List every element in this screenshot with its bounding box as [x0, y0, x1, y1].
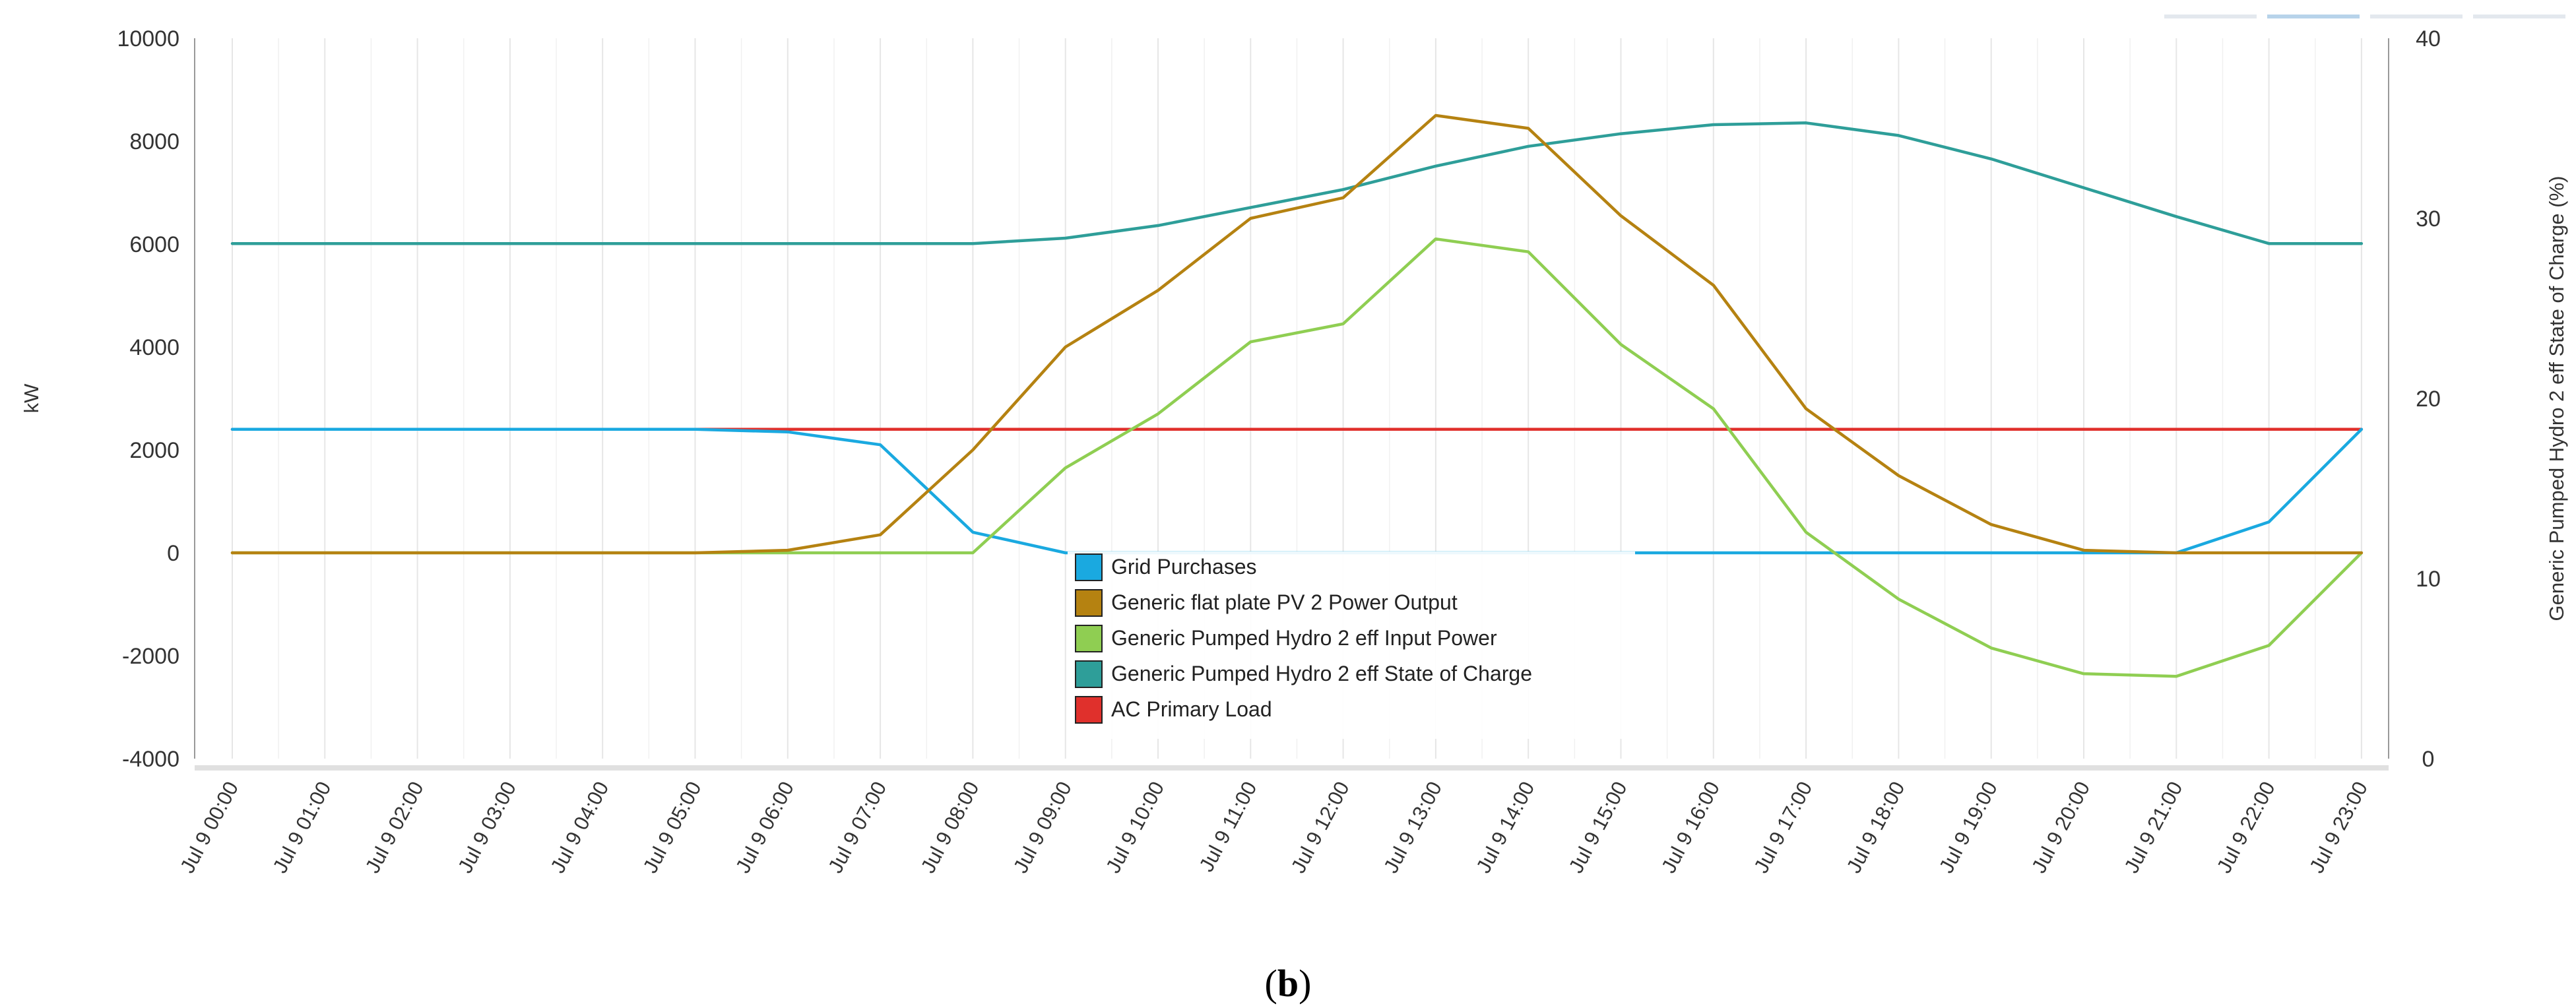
legend-label[interactable]: AC Primary Load — [1111, 697, 1272, 721]
x-tick-label: Jul 9 21:00 — [2119, 778, 2187, 877]
x-tick-label: Jul 9 03:00 — [453, 778, 521, 877]
x-tick-label: Jul 9 19:00 — [1935, 778, 2002, 877]
legend-swatch[interactable] — [1075, 553, 1103, 581]
x-tick-label: Jul 9 09:00 — [1009, 778, 1076, 877]
legend-swatch[interactable] — [1075, 696, 1103, 724]
y-tick-label: -2000 — [122, 644, 179, 669]
toolbar-tab[interactable] — [2473, 15, 2565, 18]
x-tick-label: Jul 9 08:00 — [916, 778, 983, 877]
y2-tick-label: 20 — [2416, 387, 2441, 412]
x-tick-label: Jul 9 17:00 — [1749, 778, 1817, 877]
x-tick-label: Jul 9 01:00 — [268, 778, 335, 877]
y-tick-label: 0 — [167, 541, 179, 566]
x-tick-label: Jul 9 22:00 — [2212, 778, 2280, 877]
x-tick-label: Jul 9 06:00 — [731, 778, 798, 877]
caption-close: ) — [1299, 962, 1311, 1005]
axes — [194, 38, 2389, 771]
y-ticks: 10000 8000 6000 4000 2000 0 -2000 -4000 — [117, 26, 179, 772]
y-tick-label: -4000 — [122, 747, 179, 772]
legend-label[interactable]: Generic Pumped Hydro 2 eff State of Char… — [1111, 662, 1532, 685]
legend-swatch[interactable] — [1075, 660, 1103, 688]
legend-background — [1068, 551, 1635, 739]
caption-open: ( — [1265, 962, 1277, 1005]
x-tick-label: Jul 9 14:00 — [1471, 778, 1539, 877]
x-scrollbar[interactable] — [195, 765, 2389, 771]
y-tick-label: 8000 — [129, 129, 179, 154]
chart-toolbar — [2164, 15, 2565, 18]
y-tick-label: 2000 — [129, 438, 179, 463]
legend-label[interactable]: Generic flat plate PV 2 Power Output — [1111, 590, 1458, 614]
x-tick-label: Jul 9 12:00 — [1287, 778, 1354, 877]
caption-letter: b — [1277, 962, 1299, 1005]
x-tick-label: Jul 9 11:00 — [1194, 778, 1261, 875]
series-line-generic-flat-plate-pv-2-power-output — [230, 113, 2364, 555]
y2-tick-label: 0 — [2422, 747, 2435, 772]
y2-tick-label: 30 — [2416, 206, 2441, 232]
figure-caption: (b) — [1265, 962, 1312, 1005]
x-tick-label: Jul 9 05:00 — [639, 778, 706, 877]
x-tick-label: Jul 9 04:00 — [546, 778, 613, 877]
y2-tick-label: 40 — [2416, 26, 2441, 51]
y-tick-label: 10000 — [117, 26, 179, 51]
x-tick-label: Jul 9 02:00 — [361, 778, 428, 877]
toolbar-tab[interactable] — [2370, 15, 2463, 18]
legend-swatch[interactable] — [1075, 589, 1103, 617]
x-tick-label: Jul 9 16:00 — [1657, 778, 1724, 877]
legend-label[interactable]: Generic Pumped Hydro 2 eff Input Power — [1111, 626, 1497, 650]
x-tick-label: Jul 9 10:00 — [1101, 778, 1169, 877]
x-tick-label: Jul 9 18:00 — [1842, 778, 1909, 877]
y-tick-label: 4000 — [129, 335, 179, 360]
legend-swatch[interactable] — [1075, 625, 1103, 652]
y2-ticks: 40 30 20 10 0 — [2416, 26, 2441, 772]
legend: Grid Purchases Generic flat plate PV 2 Po… — [1068, 551, 1635, 739]
x-tick-label: Jul 9 13:00 — [1379, 778, 1446, 877]
toolbar-tab[interactable] — [2164, 15, 2257, 18]
x-tick-label: Jul 9 00:00 — [176, 778, 243, 877]
x-tick-label: Jul 9 15:00 — [1564, 778, 1632, 877]
y-tick-label: 6000 — [129, 232, 179, 257]
x-tick-label: Jul 9 07:00 — [823, 778, 891, 877]
x-tick-label: Jul 9 20:00 — [2027, 778, 2094, 877]
y2-axis-title: Generic Pumped Hydro 2 eff State of Char… — [2545, 176, 2568, 621]
x-ticks: Jul 9 00:00 Jul 9 01:00 Jul 9 02:00 Jul 9 0… — [176, 778, 2372, 877]
y2-tick-label: 10 — [2416, 567, 2441, 592]
series-line-generic-pumped-hydro-2-eff-state-of-charge — [230, 121, 2364, 245]
y-axis-title: kW — [20, 383, 43, 414]
legend-label[interactable]: Grid Purchases — [1111, 555, 1257, 579]
x-tick-label: Jul 9 23:00 — [2305, 778, 2372, 877]
toolbar-tab[interactable] — [2267, 15, 2360, 18]
